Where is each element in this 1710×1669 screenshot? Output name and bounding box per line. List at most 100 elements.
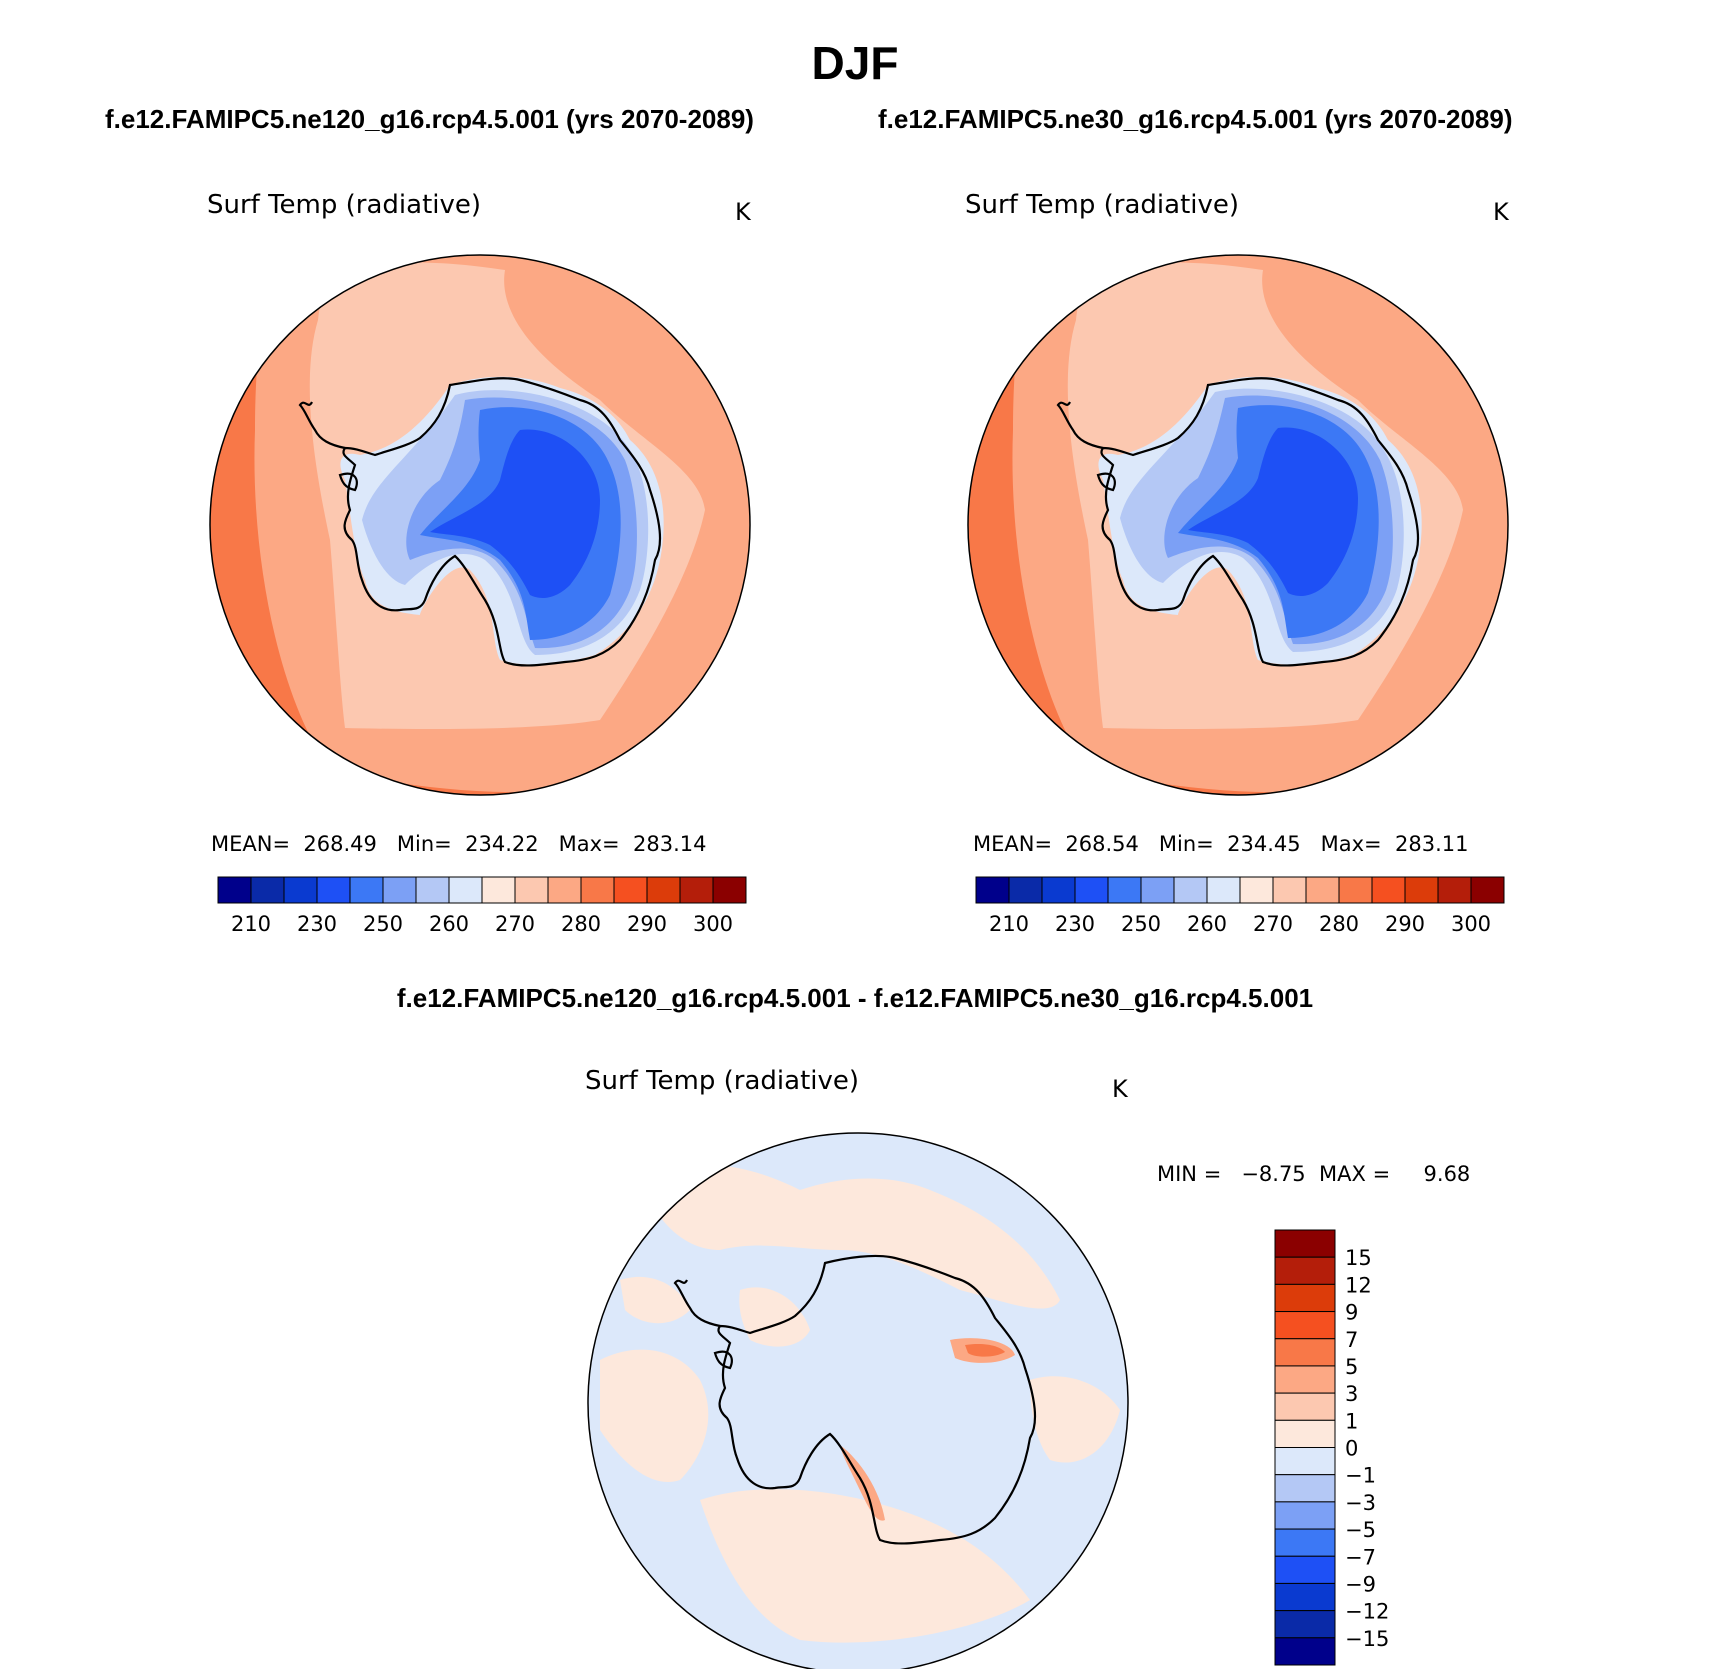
colorbar-swatch — [415, 876, 450, 904]
colorbar-swatch — [1274, 1283, 1336, 1313]
panel-diff-variable: Surf Temp (radiative) — [585, 1066, 860, 1096]
colorbar-swatch — [349, 876, 384, 904]
colorbar-swatch — [481, 876, 516, 904]
colorbar-swatch — [1272, 876, 1307, 904]
colorbar-swatch — [1274, 1501, 1336, 1530]
colorbar-difference: 15 12 9 7 5 3 1 0 −1 −3 −5 −7 −9 −12 −15 — [1274, 1229, 1389, 1666]
colorbar-swatch — [1206, 876, 1241, 904]
colorbar-swatch — [580, 876, 615, 904]
colorbar-swatch — [514, 876, 549, 904]
colorbar-tick-label: 300 — [693, 912, 733, 936]
colorbar-swatch — [1274, 1637, 1336, 1666]
colorbar-tick-label: −15 — [1345, 1627, 1389, 1651]
colorbar-tick-label: 250 — [363, 912, 403, 936]
colorbar-tick-label: −9 — [1345, 1572, 1376, 1596]
island-ne120 — [338, 472, 358, 492]
colorbar-tick-label: 290 — [1385, 912, 1425, 936]
colorbar-swatch — [1274, 1256, 1336, 1285]
map-ne120 — [209, 254, 751, 796]
colorbar-swatch — [1274, 1338, 1336, 1367]
colorbar-tick-label: −5 — [1345, 1518, 1376, 1542]
difference-case-title: f.e12.FAMIPC5.ne120_g16.rcp4.5.001 - f.e… — [396, 983, 1314, 1013]
hot-anomaly — [965, 1343, 1005, 1357]
colorbar-swatch — [1338, 876, 1373, 904]
colorbar-swatch — [1274, 1447, 1336, 1476]
colorbar-swatch — [646, 876, 681, 904]
colorbar-tick-label: 15 — [1345, 1246, 1372, 1270]
colorbar-tick-label: −12 — [1345, 1600, 1389, 1624]
colorbar-swatch — [1074, 876, 1109, 904]
colorbar-tick-label: 230 — [1055, 912, 1095, 936]
colorbar-swatch — [1274, 1582, 1336, 1612]
colorbar-swatch — [975, 876, 1010, 904]
colorbar-tick-label: 290 — [627, 912, 667, 936]
colorbar-swatch — [712, 876, 747, 904]
colorbar-swatch — [283, 876, 318, 904]
coastline-ne120 — [342, 377, 662, 667]
map-ne30-border — [967, 254, 1509, 796]
colorbar-tick-label: 210 — [989, 912, 1029, 936]
colorbar-swatch — [1371, 876, 1406, 904]
colorbar-tick-label: 1 — [1345, 1409, 1358, 1433]
colorbar-swatch — [1274, 1419, 1336, 1448]
colorbar-swatch — [679, 876, 714, 904]
colorbar-swatch — [613, 876, 648, 904]
map-ne120-border — [209, 254, 751, 796]
colorbar-swatch — [1041, 876, 1076, 904]
panel-ne120-variable: Surf Temp (radiative) — [207, 190, 482, 220]
colorbar-swatch — [1274, 1474, 1336, 1503]
colorbar-swatch — [1274, 1610, 1336, 1639]
colorbar-swatch — [1173, 876, 1208, 904]
colorbar-tick-label: 250 — [1121, 912, 1161, 936]
colorbar-tick-label: −7 — [1345, 1545, 1376, 1569]
coastline-diff — [717, 1254, 1037, 1545]
colorbar-swatch — [1140, 876, 1175, 904]
panel-ne30-variable: Surf Temp (radiative) — [965, 190, 1240, 220]
colorbar-tick-label: 300 — [1451, 912, 1491, 936]
colorbar-tick-label: 12 — [1345, 1273, 1372, 1297]
colorbar-swatch — [547, 876, 582, 904]
colorbar-swatch — [1274, 1392, 1336, 1421]
colorbar-swatch — [1107, 876, 1142, 904]
colorbar-tick-label: 260 — [429, 912, 469, 936]
colorbar-tick-label: 9 — [1345, 1301, 1358, 1325]
panel-ne120-stats: MEAN= 268.49 Min= 234.22 Max= 283.14 — [211, 832, 707, 856]
colorbar-tick-label: 210 — [231, 912, 271, 936]
colorbar-swatch — [1404, 876, 1439, 904]
colorbar-tick-label: 7 — [1345, 1328, 1358, 1352]
panel-ne30-units: K — [1493, 198, 1509, 226]
colorbar-tick-label: 270 — [495, 912, 535, 936]
panel-ne30-stats: MEAN= 268.54 Min= 234.45 Max= 283.11 — [973, 832, 1469, 856]
colorbar-swatch — [250, 876, 285, 904]
colorbar-tick-label: 280 — [561, 912, 601, 936]
map-difference — [587, 1132, 1129, 1669]
colorbar-swatch — [1274, 1365, 1336, 1394]
colorbar-swatch — [448, 876, 483, 904]
season-title: DJF — [811, 37, 899, 89]
colorbar-swatch — [1274, 1528, 1336, 1557]
colorbar-tick-label: 260 — [1187, 912, 1227, 936]
map-difference-border — [587, 1132, 1129, 1669]
colorbar-tick-label: 0 — [1345, 1437, 1358, 1461]
colorbar-tick-label: −3 — [1345, 1491, 1376, 1515]
ice-level-4 — [430, 429, 600, 598]
panel-diff-units: K — [1112, 1075, 1128, 1103]
map-ne30 — [967, 254, 1509, 796]
colorbar-tick-label: 270 — [1253, 912, 1293, 936]
positive-patches — [640, 1164, 1060, 1309]
colorbar-swatch — [1274, 1311, 1336, 1340]
colorbar-swatch — [1274, 1555, 1336, 1584]
colorbar-swatch — [1305, 876, 1340, 904]
colorbar-ne30: 210 230 250 260 270 280 290 300 — [975, 876, 1505, 936]
colorbar-tick-label: −1 — [1345, 1464, 1376, 1488]
colorbar-tick-label: 280 — [1319, 912, 1359, 936]
colorbar-swatch — [382, 876, 417, 904]
top-left-case-title: f.e12.FAMIPC5.ne120_g16.rcp4.5.001 (yrs … — [105, 104, 754, 134]
colorbar-swatch — [1274, 1229, 1336, 1258]
colorbar-swatch — [1008, 876, 1043, 904]
colorbar-tick-label: 3 — [1345, 1382, 1358, 1406]
colorbar-swatch — [1470, 876, 1505, 904]
colorbar-swatch — [1437, 876, 1472, 904]
panel-ne120-units: K — [735, 198, 751, 226]
